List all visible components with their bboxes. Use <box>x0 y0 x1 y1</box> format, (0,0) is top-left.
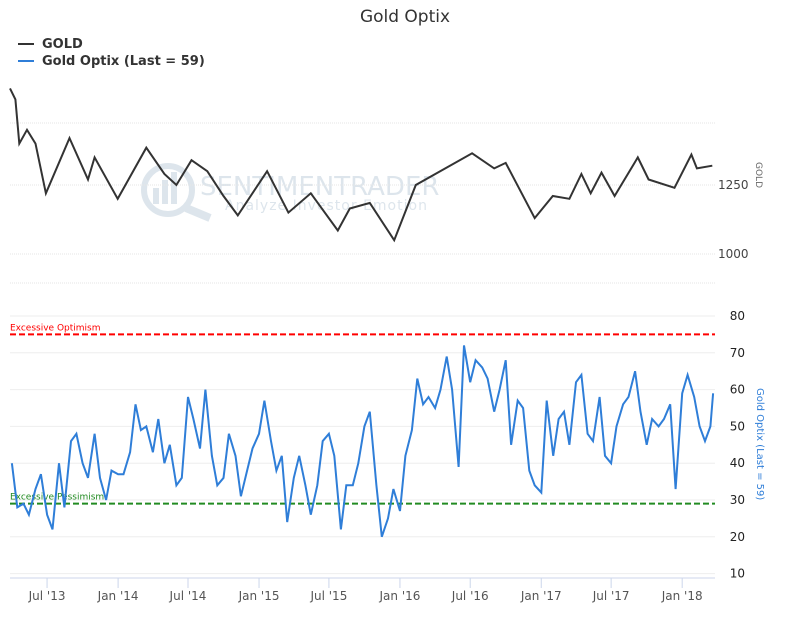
optix-tick-label: 50 <box>730 419 745 433</box>
reference-lines: Excessive Optimism Excessive Pessimism <box>10 323 715 505</box>
x-tick-label: Jan '17 <box>520 589 562 603</box>
x-tick-label: Jul '14 <box>169 589 207 603</box>
legend[interactable]: GOLD Gold Optix (Last = 59) <box>18 37 205 69</box>
optix-tick-label: 70 <box>730 346 745 360</box>
optix-tick-label: 30 <box>730 493 745 507</box>
x-tick-label: Jan '15 <box>238 589 280 603</box>
x-tick-label: Jul '13 <box>28 589 66 603</box>
x-axis: Jul '13 Jan '14 Jul '14 Jan '15 Jul '15 Jan '… <box>28 578 703 603</box>
x-tick-label: Jan '16 <box>379 589 421 603</box>
optix-tick-label: 40 <box>730 456 745 470</box>
x-tick-label: Jan '18 <box>661 589 703 603</box>
watermark-text: SENTIMENTRADER <box>200 172 439 202</box>
reference-line-label: Excessive Pessimism <box>10 493 104 503</box>
reference-line-label: Excessive Optimism <box>10 323 101 333</box>
optix-tick-label: 10 <box>730 567 745 581</box>
chart-title: Gold Optix <box>360 7 450 27</box>
gridlines <box>10 122 715 579</box>
x-tick-label: Jan '14 <box>97 589 139 603</box>
gold-axis-title: GOLD <box>753 162 763 188</box>
gold-tick-label: 1250 <box>718 178 749 192</box>
x-tick-label: Jul '17 <box>592 589 630 603</box>
series-line-gold[interactable] <box>9 87 713 243</box>
optix-tick-label: 80 <box>730 309 745 323</box>
optix-axis: 10 20 30 40 50 60 70 80 <box>730 309 745 581</box>
gold-axis: 1000 1250 <box>718 178 749 261</box>
optix-axis-title: Gold Optix (Last = 59) <box>754 388 765 500</box>
x-tick-label: Jul '15 <box>309 589 347 603</box>
gold-tick-label: 1000 <box>718 247 749 261</box>
watermark-subtext: Analyze Investor Emotion <box>225 198 428 214</box>
x-tick-label: Jul '16 <box>451 589 489 603</box>
watermark-logo: SENTIMENTRADER Analyze Investor Emotion <box>141 163 439 222</box>
optix-tick-label: 20 <box>730 530 745 544</box>
legend-item-optix[interactable]: Gold Optix (Last = 59) <box>42 54 205 69</box>
series-line-optix[interactable] <box>10 345 715 538</box>
optix-tick-label: 60 <box>730 383 745 397</box>
legend-item-gold[interactable]: GOLD <box>42 37 83 52</box>
